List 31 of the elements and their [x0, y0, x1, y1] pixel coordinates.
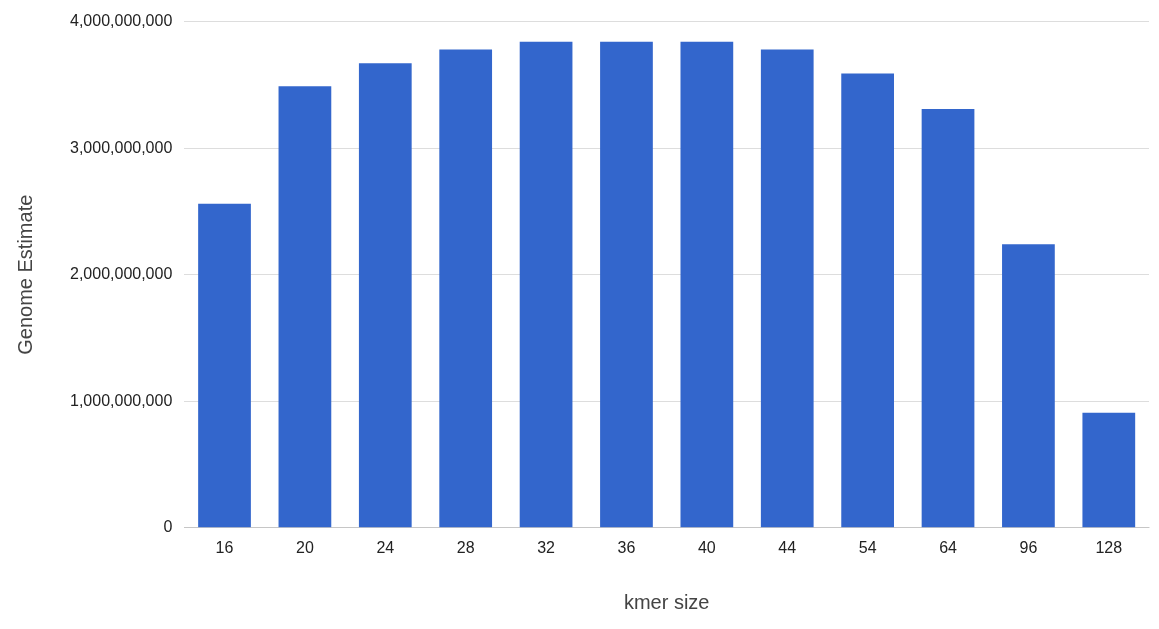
x-tick-label: 36 [617, 538, 636, 556]
x-tick-label: 64 [939, 538, 958, 556]
bar [1082, 412, 1136, 528]
x-tick-label: 128 [1095, 538, 1123, 556]
bar [921, 108, 975, 528]
y-tick-label: 3,000,000,000 [69, 138, 173, 156]
x-tick-label: 40 [697, 538, 716, 556]
bar [198, 203, 251, 528]
bar [841, 73, 894, 528]
x-tick-label: 32 [537, 538, 556, 556]
x-axis-title: kmer size [623, 590, 710, 613]
x-tick-label: 20 [296, 538, 314, 556]
bar [1002, 244, 1055, 528]
y-tick-label: 1,000,000,000 [69, 391, 173, 409]
bar [358, 63, 412, 528]
x-tick-label: 44 [778, 538, 797, 556]
x-tick-label: 54 [858, 538, 877, 556]
bar [519, 41, 573, 528]
y-axis-title: Genome Estimate [13, 194, 36, 355]
x-tick-label: 28 [456, 538, 475, 556]
x-tick-label: 96 [1019, 538, 1038, 556]
x-tick-label: 24 [376, 538, 395, 556]
bar [680, 41, 734, 528]
y-tick-label: 2,000,000,000 [69, 265, 173, 283]
bar [439, 49, 493, 528]
bar [760, 49, 814, 528]
y-tick-label: 4,000,000,000 [69, 12, 173, 30]
y-tick-label: 0 [163, 518, 173, 536]
x-tick-label: 16 [215, 538, 234, 556]
bar [278, 86, 332, 528]
bar [600, 41, 653, 528]
